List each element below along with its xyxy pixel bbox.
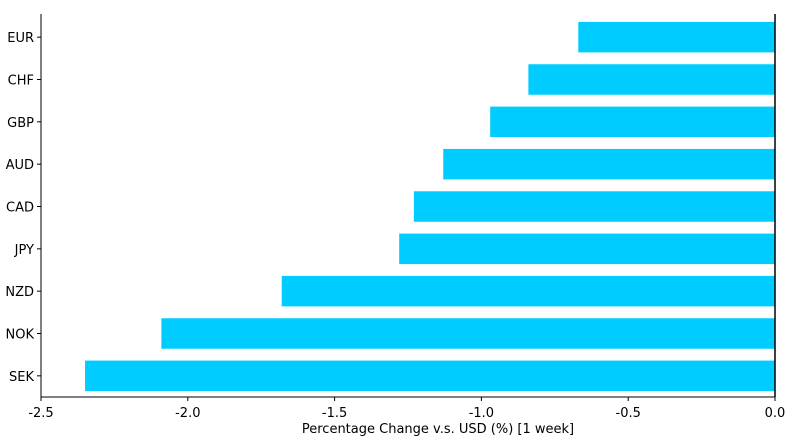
x-tick-label: -0.5 xyxy=(616,406,641,421)
bar-gbp xyxy=(490,106,775,138)
y-tick-label-chf: CHF xyxy=(8,74,34,89)
bars-group xyxy=(85,21,776,392)
y-tick-label-aud: AUD xyxy=(6,158,34,173)
x-ticks: -2.5 -2.0 -1.5 -1.0 -0.5 0.0 xyxy=(28,397,785,421)
y-tick-label-cad: CAD xyxy=(6,201,34,216)
bar-aud xyxy=(443,148,775,180)
bar-jpy xyxy=(399,233,775,265)
x-tick-label: -2.5 xyxy=(28,406,53,421)
bar-nzd xyxy=(281,275,775,307)
x-tick-label: -1.5 xyxy=(322,406,347,421)
x-tick-label: -2.0 xyxy=(175,406,200,421)
y-tick-label-eur: EUR xyxy=(7,31,34,46)
y-tick-label-gbp: GBP xyxy=(7,116,34,131)
y-tick-label-sek: SEK xyxy=(9,370,34,385)
x-tick-label: 0.0 xyxy=(765,406,786,421)
y-tick-label-jpy: JPY xyxy=(14,243,34,258)
bar-sek xyxy=(85,360,776,392)
x-tick-label: -1.0 xyxy=(469,406,494,421)
x-axis-title: Percentage Change v.s. USD (%) [1 week] xyxy=(302,422,574,437)
y-tick-label-nzd: NZD xyxy=(5,285,34,300)
bar-nok xyxy=(161,318,776,349)
y-tick-labels: EUR CHF GBP AUD CAD JPY NZD NOK SEK xyxy=(5,31,41,385)
bar-eur xyxy=(578,21,775,53)
y-tick-label-nok: NOK xyxy=(6,328,35,343)
bar-cad xyxy=(413,191,775,222)
bar-chf xyxy=(528,64,775,95)
